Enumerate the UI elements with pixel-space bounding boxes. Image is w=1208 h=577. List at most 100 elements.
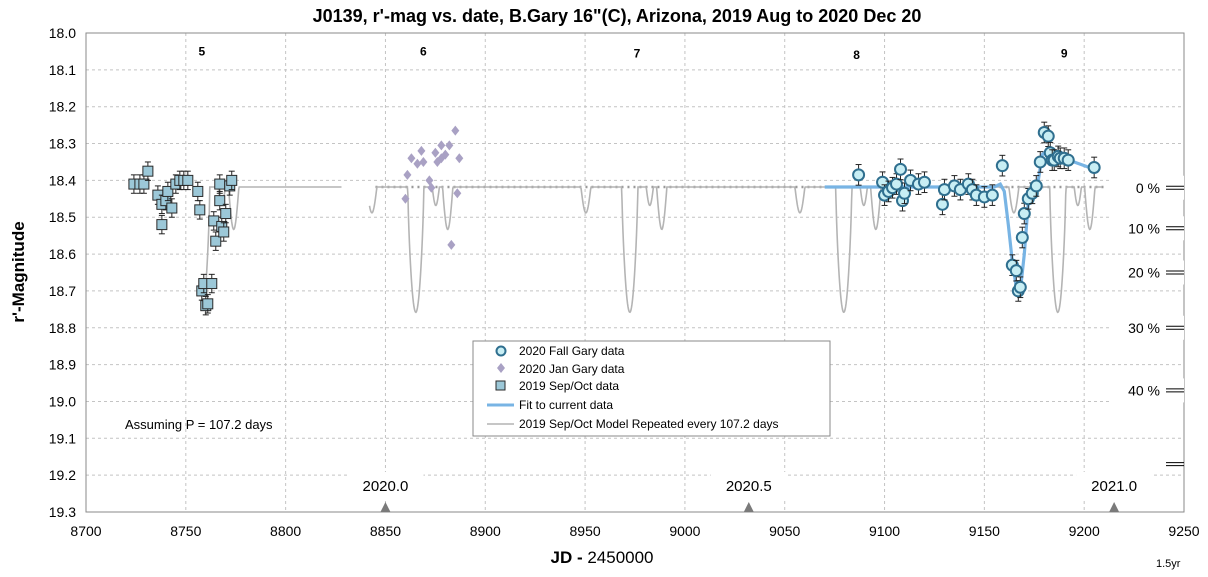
data-point-2020-fall — [985, 188, 999, 202]
data-point-2020-fall — [1015, 230, 1029, 244]
series-2019-sep-oct — [128, 161, 238, 316]
y-axis-ticks: 18.0 18.1 18.2 18.3 18.4 18.5 18.6 18.7 18.8 18.9… — [49, 25, 76, 520]
data-point-2019-sep-oct — [194, 204, 206, 216]
x-tick-label: 8750 — [170, 523, 201, 539]
data-point-2020-jan — [447, 239, 456, 250]
percent-label: 0 % — [1136, 180, 1160, 196]
data-point-2020-jan — [437, 140, 446, 151]
x-axis-ticks: 8700 8750 8800 8850 8900 8950 9000 9050 9100 9150… — [70, 523, 1199, 539]
percent-label-background — [1112, 378, 1184, 403]
y-tick-label: 18.1 — [49, 62, 76, 78]
legend-label-sepoct: 2019 Sep/Oct data — [519, 379, 619, 393]
y-tick-label: 19.0 — [49, 393, 76, 409]
cycle-label: 7 — [634, 46, 641, 60]
data-point-2019-sep-oct — [166, 202, 178, 214]
year-label: 2020.5 — [726, 478, 772, 495]
x-tick-label: 9200 — [1069, 523, 1100, 539]
y-tick-label: 18.6 — [49, 246, 76, 262]
legend-label-fall: 2020 Fall Gary data — [519, 344, 625, 358]
data-point-2020-fall — [1029, 179, 1043, 193]
percent-label: 30 % — [1128, 320, 1160, 336]
data-point-2020-fall — [898, 186, 912, 200]
data-point-2020-jan — [417, 145, 426, 156]
cycle-label: 6 — [420, 44, 427, 58]
data-point-2020-fall — [1033, 155, 1047, 169]
legend-label-jan: 2020 Jan Gary data — [519, 362, 625, 376]
data-point-2020-jan — [419, 156, 428, 167]
percent-label: 40 % — [1128, 382, 1160, 398]
data-point-2020-fall — [890, 177, 904, 191]
data-point-2020-jan — [451, 125, 460, 136]
data-point-2020-jan — [455, 153, 464, 164]
data-point-2019-sep-oct — [214, 195, 226, 207]
fit-curve — [824, 148, 1095, 295]
model-curve — [205, 186, 1103, 314]
x-tick-label: 8700 — [70, 523, 101, 539]
data-point-2019-sep-oct — [192, 185, 204, 197]
y-tick-label: 18.7 — [49, 283, 76, 299]
y-axis-title: r'-Magnitude — [9, 221, 28, 322]
y-tick-label: 19.2 — [49, 467, 76, 483]
data-point-2019-sep-oct — [138, 178, 150, 190]
year-marker-triangle — [1109, 502, 1120, 512]
data-point-2019-sep-oct — [142, 165, 154, 177]
x-tick-label: 9250 — [1168, 523, 1199, 539]
percent-label-background — [1112, 216, 1184, 241]
data-point-2020-fall — [1061, 153, 1075, 167]
percent-label-background — [1112, 315, 1184, 340]
y-tick-label: 19.1 — [49, 430, 76, 446]
x-tick-label: 8950 — [570, 523, 601, 539]
cycle-label: 5 — [198, 44, 205, 58]
year-label: 2020.0 — [363, 478, 409, 495]
year-label-background — [347, 472, 424, 498]
series-2020-fall — [852, 121, 1101, 302]
year-label-background — [710, 472, 787, 498]
legend-marker-jan — [497, 363, 505, 373]
percent-label: 10 % — [1128, 220, 1160, 236]
x-tick-label: 8900 — [470, 523, 501, 539]
percent-label-background — [1112, 260, 1184, 285]
data-point-2019-sep-oct — [206, 278, 218, 290]
data-point-2020-jan — [445, 140, 454, 151]
data-point-2020-jan — [431, 147, 440, 158]
x-tick-label: 9100 — [869, 523, 900, 539]
x-tick-label: 9150 — [969, 523, 1000, 539]
data-point-2020-fall — [1013, 280, 1027, 294]
data-point-2020-fall — [995, 159, 1009, 173]
legend-label-model: 2019 Sep/Oct Model Repeated every 107.2 … — [519, 417, 779, 431]
legend: 2020 Fall Gary data 2020 Jan Gary data 2… — [472, 340, 831, 437]
cycle-label: 9 — [1061, 46, 1068, 60]
data-point-2020-fall — [1009, 264, 1023, 278]
cycle-label: 8 — [853, 48, 860, 62]
year-label-background — [1076, 472, 1153, 498]
chart-title: J0139, r'-mag vs. date, B.Gary 16"(C), A… — [313, 6, 922, 26]
legend-label-fit: Fit to current data — [519, 398, 613, 412]
data-point-2020-fall — [1017, 207, 1031, 221]
year-marker-triangle — [380, 502, 391, 512]
x-tick-label: 8800 — [270, 523, 301, 539]
y-tick-label: 18.3 — [49, 136, 76, 152]
legend-marker-fall — [495, 345, 507, 357]
data-point-2019-sep-oct — [226, 174, 238, 186]
series-2020-jan — [401, 125, 464, 250]
percent-label: 20 % — [1128, 265, 1160, 281]
y-tick-label: 18.2 — [49, 99, 76, 115]
y-tick-label: 18.0 — [49, 25, 76, 41]
data-point-2019-sep-oct — [162, 185, 174, 197]
legend-box — [472, 340, 831, 437]
data-point-2020-jan — [441, 149, 450, 160]
year-label: 2021.0 — [1091, 478, 1137, 495]
data-point-2020-fall — [852, 168, 866, 182]
data-point-2019-sep-oct — [208, 215, 220, 227]
x-tick-label: 9000 — [669, 523, 700, 539]
x-tick-label: 9050 — [769, 523, 800, 539]
year-marker-triangle — [743, 502, 754, 512]
x-tick-label: 8850 — [370, 523, 401, 539]
cycle-labels: 5 6 7 8 9 — [198, 44, 1067, 62]
data-point-2019-sep-oct — [210, 235, 222, 247]
data-point-2020-jan — [403, 169, 412, 180]
data-point-2020-fall — [894, 162, 908, 176]
data-point-2020-jan — [413, 158, 422, 169]
data-point-2019-sep-oct — [156, 219, 168, 231]
